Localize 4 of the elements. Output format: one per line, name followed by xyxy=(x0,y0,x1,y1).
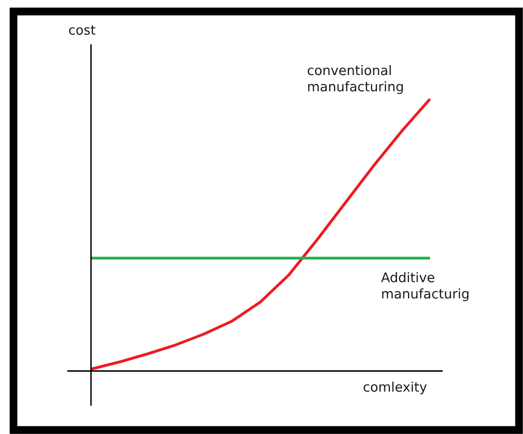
y-axis-title: cost xyxy=(69,25,96,35)
x-axis-title: comlexity xyxy=(364,382,427,394)
series-label: conventional manufacturing xyxy=(308,65,403,94)
series-label: Additive manufacturig xyxy=(381,272,468,302)
